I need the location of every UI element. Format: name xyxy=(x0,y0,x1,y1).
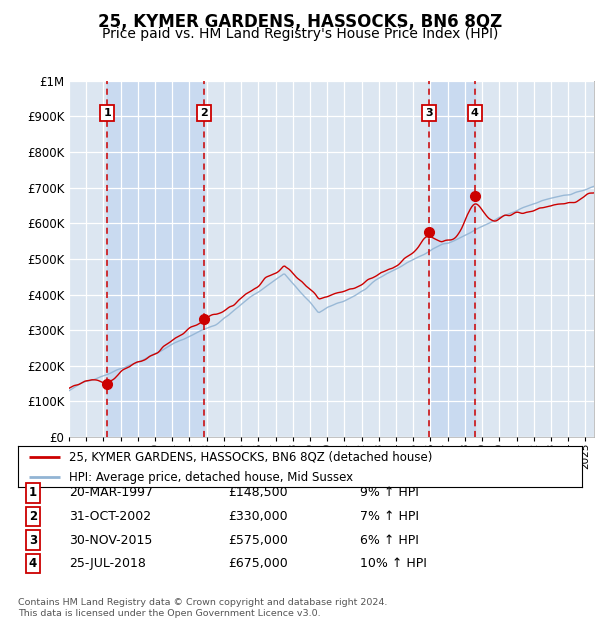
Text: HPI: Average price, detached house, Mid Sussex: HPI: Average price, detached house, Mid … xyxy=(69,471,353,484)
Text: 25-JUL-2018: 25-JUL-2018 xyxy=(69,557,146,570)
Text: £675,000: £675,000 xyxy=(228,557,288,570)
Text: 31-OCT-2002: 31-OCT-2002 xyxy=(69,510,151,523)
Text: 4: 4 xyxy=(471,108,479,118)
Text: 25, KYMER GARDENS, HASSOCKS, BN6 8QZ: 25, KYMER GARDENS, HASSOCKS, BN6 8QZ xyxy=(98,13,502,31)
Text: 3: 3 xyxy=(29,534,37,546)
Text: 30-NOV-2015: 30-NOV-2015 xyxy=(69,534,152,546)
Text: 2: 2 xyxy=(29,510,37,523)
Text: 7% ↑ HPI: 7% ↑ HPI xyxy=(360,510,419,523)
Text: £148,500: £148,500 xyxy=(228,487,287,499)
Bar xyxy=(429,81,475,437)
Text: 4: 4 xyxy=(29,557,37,570)
Text: £575,000: £575,000 xyxy=(228,534,288,546)
Text: 10% ↑ HPI: 10% ↑ HPI xyxy=(360,557,427,570)
Text: 1: 1 xyxy=(29,487,37,499)
Text: 25, KYMER GARDENS, HASSOCKS, BN6 8QZ (detached house): 25, KYMER GARDENS, HASSOCKS, BN6 8QZ (de… xyxy=(69,451,432,464)
Bar xyxy=(107,81,204,437)
Text: Price paid vs. HM Land Registry's House Price Index (HPI): Price paid vs. HM Land Registry's House … xyxy=(102,27,498,41)
Text: 9% ↑ HPI: 9% ↑ HPI xyxy=(360,487,419,499)
Text: 1: 1 xyxy=(103,108,111,118)
Text: Contains HM Land Registry data © Crown copyright and database right 2024.
This d: Contains HM Land Registry data © Crown c… xyxy=(18,598,388,618)
Text: 6% ↑ HPI: 6% ↑ HPI xyxy=(360,534,419,546)
Text: 20-MAR-1997: 20-MAR-1997 xyxy=(69,487,153,499)
Text: 2: 2 xyxy=(200,108,208,118)
Text: 3: 3 xyxy=(425,108,433,118)
Text: £330,000: £330,000 xyxy=(228,510,287,523)
